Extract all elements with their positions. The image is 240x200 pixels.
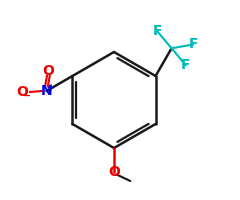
Text: +: + xyxy=(47,83,55,93)
Text: O: O xyxy=(42,64,54,78)
Text: O: O xyxy=(108,165,120,179)
Text: N: N xyxy=(41,84,52,98)
Text: F: F xyxy=(188,37,198,51)
Text: F: F xyxy=(153,24,162,38)
Text: F: F xyxy=(181,58,191,72)
Text: −: − xyxy=(23,91,31,101)
Text: O: O xyxy=(16,85,28,99)
